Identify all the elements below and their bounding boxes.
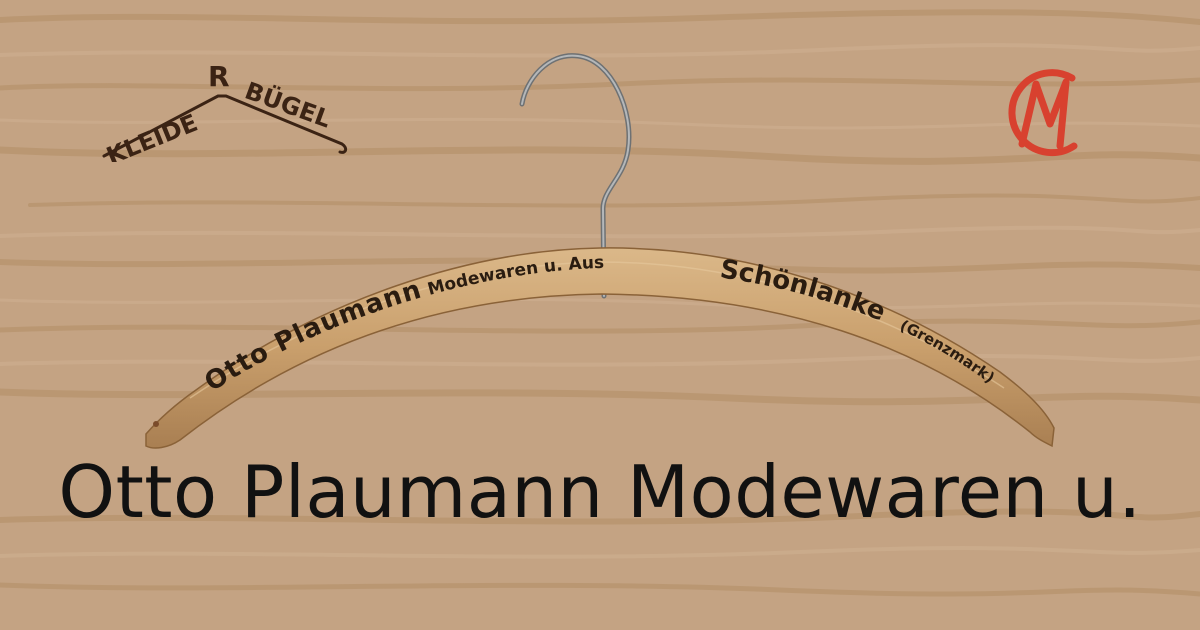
hanger-imprint-name: Otto Plaumann: [200, 275, 425, 398]
monogram-icon: CM: [1008, 69, 1078, 157]
svg-text:Modewaren u. Ausstattung: Modewaren u. Ausstattung: [0, 0, 604, 300]
hanger-imprint-trade: Modewaren u. Ausstattung: [0, 0, 604, 300]
caption-title: Otto Plaumann Modewaren u.: [58, 450, 1142, 534]
svg-text:Otto Plaumann: Otto Plaumann: [200, 275, 426, 398]
logo-mark: R: [208, 60, 230, 93]
kleiderbuegel-logo-icon: KLEIDE BÜGEL R: [102, 60, 348, 162]
